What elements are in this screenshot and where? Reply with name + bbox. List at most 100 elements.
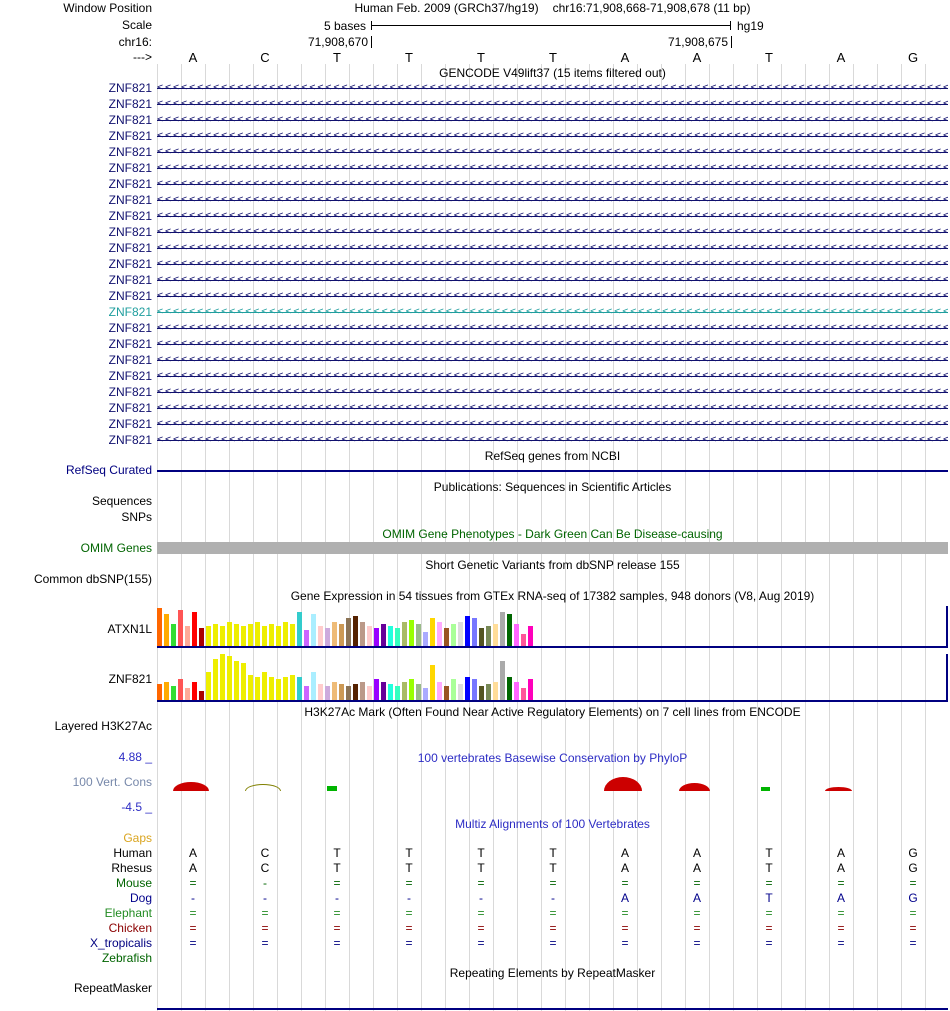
gencode-transcript[interactable]: <<<<<<<<<<<<<<<<<<<<<<<<<<<<<<<<<<<<<<<<… bbox=[157, 144, 948, 160]
multiz-species-label[interactable]: Dog bbox=[129, 891, 152, 905]
gencode-transcript-label[interactable]: ZNF821 bbox=[108, 385, 152, 399]
gencode-transcript[interactable]: <<<<<<<<<<<<<<<<<<<<<<<<<<<<<<<<<<<<<<<<… bbox=[157, 352, 948, 368]
gtex-expression-bar bbox=[171, 686, 176, 700]
gtex-expression-bar bbox=[262, 626, 267, 646]
gencode-transcript[interactable]: <<<<<<<<<<<<<<<<<<<<<<<<<<<<<<<<<<<<<<<<… bbox=[157, 224, 948, 240]
gencode-transcript[interactable]: <<<<<<<<<<<<<<<<<<<<<<<<<<<<<<<<<<<<<<<<… bbox=[157, 96, 948, 112]
gencode-transcript[interactable]: <<<<<<<<<<<<<<<<<<<<<<<<<<<<<<<<<<<<<<<<… bbox=[157, 304, 948, 320]
multiz-alignment-cell: = bbox=[693, 906, 701, 920]
layered-h3k27ac-label[interactable]: Layered H3K27Ac bbox=[54, 719, 152, 733]
phylop-track-header[interactable]: 100 vertebrates Basewise Conservation by… bbox=[417, 751, 688, 765]
multiz-alignment-cell: A bbox=[188, 861, 197, 875]
gencode-transcript[interactable]: <<<<<<<<<<<<<<<<<<<<<<<<<<<<<<<<<<<<<<<<… bbox=[157, 288, 948, 304]
gtex-expression-bar bbox=[458, 622, 463, 646]
multiz-alignment-cell: = bbox=[621, 936, 629, 950]
gtex-znf821-label[interactable]: ZNF821 bbox=[108, 672, 152, 686]
gencode-transcript[interactable]: <<<<<<<<<<<<<<<<<<<<<<<<<<<<<<<<<<<<<<<<… bbox=[157, 368, 948, 384]
gencode-transcript[interactable]: <<<<<<<<<<<<<<<<<<<<<<<<<<<<<<<<<<<<<<<<… bbox=[157, 176, 948, 192]
gencode-transcript[interactable]: <<<<<<<<<<<<<<<<<<<<<<<<<<<<<<<<<<<<<<<<… bbox=[157, 320, 948, 336]
gencode-transcript-label[interactable]: ZNF821 bbox=[108, 417, 152, 431]
h3k27ac-track-header[interactable]: H3K27Ac Mark (Often Found Near Active Re… bbox=[304, 705, 801, 719]
repeatmasker-track-header[interactable]: Repeating Elements by RepeatMasker bbox=[449, 966, 656, 980]
snps-label[interactable]: SNPs bbox=[121, 510, 152, 524]
gencode-transcript[interactable]: <<<<<<<<<<<<<<<<<<<<<<<<<<<<<<<<<<<<<<<<… bbox=[157, 416, 948, 432]
gencode-transcript[interactable]: <<<<<<<<<<<<<<<<<<<<<<<<<<<<<<<<<<<<<<<<… bbox=[157, 272, 948, 288]
gencode-transcript[interactable]: <<<<<<<<<<<<<<<<<<<<<<<<<<<<<<<<<<<<<<<<… bbox=[157, 400, 948, 416]
gencode-transcript-label[interactable]: ZNF821 bbox=[108, 241, 152, 255]
gtex-expression-bar bbox=[360, 682, 365, 700]
multiz-species-label[interactable]: Human bbox=[113, 846, 152, 860]
multiz-alignment-cell: = bbox=[549, 936, 557, 950]
gencode-transcript[interactable]: <<<<<<<<<<<<<<<<<<<<<<<<<<<<<<<<<<<<<<<<… bbox=[157, 112, 948, 128]
multiz-alignment-cell: T bbox=[333, 846, 341, 860]
gencode-transcript[interactable]: <<<<<<<<<<<<<<<<<<<<<<<<<<<<<<<<<<<<<<<<… bbox=[157, 192, 948, 208]
gencode-transcript[interactable]: <<<<<<<<<<<<<<<<<<<<<<<<<<<<<<<<<<<<<<<<… bbox=[157, 432, 948, 448]
gencode-transcript-label[interactable]: ZNF821 bbox=[108, 97, 152, 111]
gencode-transcript-label[interactable]: ZNF821 bbox=[108, 145, 152, 159]
gencode-transcript-label[interactable]: ZNF821 bbox=[108, 113, 152, 127]
gencode-transcript[interactable]: <<<<<<<<<<<<<<<<<<<<<<<<<<<<<<<<<<<<<<<<… bbox=[157, 384, 948, 400]
gencode-transcript-label[interactable]: ZNF821 bbox=[108, 369, 152, 383]
phylop-track-label[interactable]: 100 Vert. Cons bbox=[72, 775, 152, 789]
gtex-expression-bar bbox=[178, 679, 183, 700]
refseq-curated-label[interactable]: RefSeq Curated bbox=[65, 463, 152, 477]
assembly-short-label: hg19 bbox=[737, 19, 764, 33]
multiz-track-header[interactable]: Multiz Alignments of 100 Vertebrates bbox=[455, 817, 650, 831]
gtex-expression-bar bbox=[479, 628, 484, 646]
gtex-expression-bar bbox=[500, 612, 505, 646]
gencode-transcript-label[interactable]: ZNF821 bbox=[108, 401, 152, 415]
gencode-transcript[interactable]: <<<<<<<<<<<<<<<<<<<<<<<<<<<<<<<<<<<<<<<<… bbox=[157, 336, 948, 352]
gencode-track-header[interactable]: GENCODE V49lift37 (15 items filtered out… bbox=[439, 66, 666, 80]
multiz-alignment-cell: - bbox=[263, 876, 267, 890]
dbsnp-track-header[interactable]: Short Genetic Variants from dbSNP releas… bbox=[425, 558, 680, 572]
multiz-alignment-cell: - bbox=[407, 891, 411, 905]
gencode-transcript-label[interactable]: ZNF821 bbox=[108, 273, 152, 287]
gencode-transcript-label[interactable]: ZNF821 bbox=[108, 129, 152, 143]
omim-genes-label[interactable]: OMIM Genes bbox=[80, 541, 152, 555]
gencode-transcript-label[interactable]: ZNF821 bbox=[108, 305, 152, 319]
gencode-transcript[interactable]: <<<<<<<<<<<<<<<<<<<<<<<<<<<<<<<<<<<<<<<<… bbox=[157, 256, 948, 272]
multiz-species-label[interactable]: X_tropicalis bbox=[89, 936, 152, 950]
repeatmasker-label[interactable]: RepeatMasker bbox=[73, 981, 152, 995]
multiz-species-label[interactable]: Zebrafish bbox=[101, 951, 152, 965]
gtex-track-header[interactable]: Gene Expression in 54 tissues from GTEx … bbox=[290, 589, 815, 603]
multiz-alignment-cell: = bbox=[333, 876, 341, 890]
common-dbsnp-label[interactable]: Common dbSNP(155) bbox=[33, 572, 152, 586]
omim-track-header[interactable]: OMIM Gene Phenotypes - Dark Green Can Be… bbox=[382, 527, 723, 541]
gencode-transcript[interactable]: <<<<<<<<<<<<<<<<<<<<<<<<<<<<<<<<<<<<<<<<… bbox=[157, 160, 948, 176]
multiz-species-label[interactable]: Elephant bbox=[104, 906, 152, 920]
gencode-transcript-label[interactable]: ZNF821 bbox=[108, 225, 152, 239]
refseq-track-header[interactable]: RefSeq genes from NCBI bbox=[484, 449, 621, 463]
publications-track-header[interactable]: Publications: Sequences in Scientific Ar… bbox=[433, 480, 672, 494]
gencode-transcript[interactable]: <<<<<<<<<<<<<<<<<<<<<<<<<<<<<<<<<<<<<<<<… bbox=[157, 128, 948, 144]
multiz-species-label[interactable]: Rhesus bbox=[111, 861, 152, 875]
gencode-transcript-label[interactable]: ZNF821 bbox=[108, 257, 152, 271]
gencode-transcript[interactable]: <<<<<<<<<<<<<<<<<<<<<<<<<<<<<<<<<<<<<<<<… bbox=[157, 240, 948, 256]
gencode-transcript-label[interactable]: ZNF821 bbox=[108, 321, 152, 335]
gencode-transcript[interactable]: <<<<<<<<<<<<<<<<<<<<<<<<<<<<<<<<<<<<<<<<… bbox=[157, 208, 948, 224]
gencode-transcript-label[interactable]: ZNF821 bbox=[108, 161, 152, 175]
gencode-transcript-label[interactable]: ZNF821 bbox=[108, 289, 152, 303]
gencode-transcript-label[interactable]: ZNF821 bbox=[108, 81, 152, 95]
multiz-species-label[interactable]: Mouse bbox=[115, 876, 152, 890]
gtex-expression-bar bbox=[472, 618, 477, 646]
gtex-atxn1l-label[interactable]: ATXN1L bbox=[107, 622, 152, 636]
multiz-species-label[interactable]: Chicken bbox=[108, 921, 152, 935]
gencode-transcript-label[interactable]: ZNF821 bbox=[108, 177, 152, 191]
gencode-transcript-label[interactable]: ZNF821 bbox=[108, 433, 152, 447]
gencode-transcript-label[interactable]: ZNF821 bbox=[108, 353, 152, 367]
multiz-alignment-cell: = bbox=[477, 906, 485, 920]
gtex-expression-bar bbox=[297, 677, 302, 700]
multiz-alignment-cell: A bbox=[692, 846, 701, 860]
sequences-label[interactable]: Sequences bbox=[91, 494, 152, 508]
gtex-expression-bar bbox=[381, 624, 386, 646]
omim-gene-bar[interactable] bbox=[157, 542, 948, 554]
ruler-base: G bbox=[907, 50, 919, 65]
refseq-curated-item[interactable] bbox=[157, 470, 948, 472]
gencode-transcript[interactable]: <<<<<<<<<<<<<<<<<<<<<<<<<<<<<<<<<<<<<<<<… bbox=[157, 80, 948, 96]
gencode-transcript-label[interactable]: ZNF821 bbox=[108, 337, 152, 351]
scale-bar bbox=[371, 21, 731, 30]
gtex-expression-bar bbox=[444, 686, 449, 700]
gencode-transcript-label[interactable]: ZNF821 bbox=[108, 193, 152, 207]
gencode-transcript-label[interactable]: ZNF821 bbox=[108, 209, 152, 223]
